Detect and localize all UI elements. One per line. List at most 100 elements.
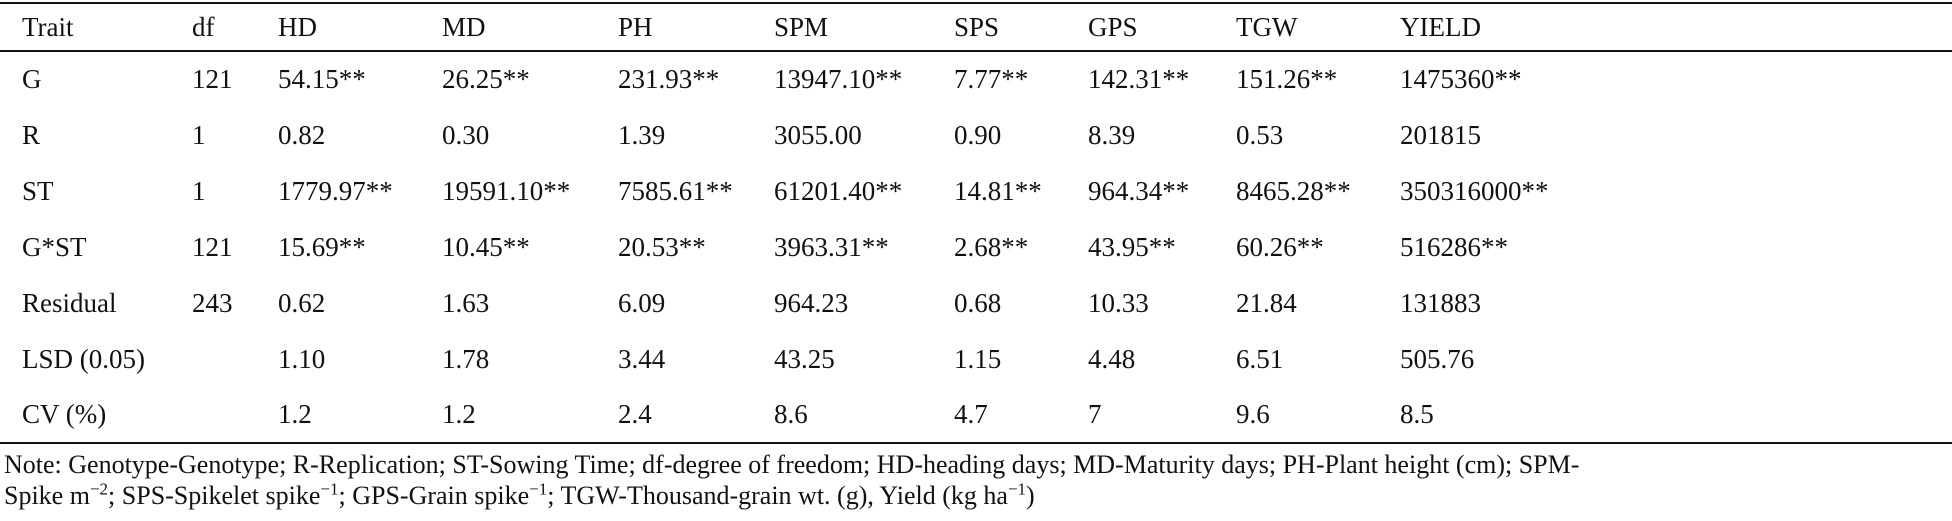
row-label: G	[22, 64, 42, 94]
table-cell: 43.25	[774, 343, 835, 374]
table-cell: 142.31**	[1088, 64, 1190, 94]
table-cell: 2.4	[618, 387, 774, 444]
table-cell: 6.09	[618, 287, 666, 318]
table-cell: 14.81**	[954, 175, 1042, 206]
table-cell	[192, 331, 278, 387]
table-note: Note: Genotype-Genotype; R-Replication; …	[4, 449, 1948, 511]
table-cell: 10.45**	[442, 231, 530, 262]
table-cell: 243	[192, 287, 233, 318]
note-sup-4: −1	[1007, 479, 1027, 499]
table-cell: 0.82	[278, 119, 326, 150]
table-cell: 1.63	[442, 287, 490, 318]
table-cell: 8.6	[774, 387, 954, 444]
table-cell: 3055.00	[774, 119, 862, 150]
table-cell: 1	[192, 119, 206, 150]
table-cell: 1.2	[442, 387, 618, 444]
note-sup-1: −2	[89, 479, 109, 499]
table-cell: 964.34**	[1088, 175, 1190, 206]
table-row: R 1 0.82 0.30 1.39 3055.00 0.90 8.39 0.53 201815	[0, 107, 1952, 163]
table-cell: 964.23	[774, 287, 849, 318]
table-cell: 0.68	[954, 287, 1002, 318]
table-cell: 8.5	[1400, 387, 1952, 444]
table-cell: 505.76	[1400, 343, 1475, 374]
table-cell: 3.44	[618, 343, 666, 374]
table-cell: 10.33	[1088, 287, 1149, 318]
note-text-1: Note: Genotype-Genotype; R-Replication; …	[4, 450, 1580, 479]
table-body: G 121 54.15** 26.25** 231.93** 13947.10** 7.77…	[0, 51, 1952, 444]
row-label: ST	[22, 175, 54, 206]
note-text-3: ; SPS-Spikelet spike	[108, 481, 321, 510]
table-cell: 43.95**	[1088, 231, 1176, 262]
table-cell: 6.51	[1236, 343, 1284, 374]
table-cell: 0.53	[1236, 119, 1284, 150]
table-cell: 61201.40**	[774, 175, 903, 206]
table-cell: 19591.10**	[442, 175, 571, 206]
table-cell: 516286**	[1400, 231, 1508, 262]
table-cell: 20.53**	[618, 231, 706, 262]
table-cell: 54.15**	[278, 64, 366, 94]
table-row: LSD (0.05) 1.10 1.78 3.44 43.25 1.15 4.48 6.51 5…	[0, 331, 1952, 387]
column-header: Trait	[0, 2, 192, 52]
table-cell: 15.69**	[278, 231, 366, 262]
table-cell: 26.25**	[442, 64, 530, 94]
table-cell: 13947.10**	[774, 64, 903, 94]
column-header: GPS	[1088, 2, 1236, 52]
column-header: SPM	[774, 2, 954, 52]
table-row: G 121 54.15** 26.25** 231.93** 13947.10** 7.77…	[0, 51, 1952, 107]
table-cell: 8.39	[1088, 119, 1136, 150]
table-cell	[192, 387, 278, 444]
table-cell: 350316000**	[1400, 175, 1549, 206]
table-cell: 9.6	[1236, 387, 1400, 444]
table-cell: 7585.61**	[618, 175, 733, 206]
table-cell: 151.26**	[1236, 64, 1338, 94]
anova-table: Trait df HD MD PH SPM SPS GPS TGW YIELD G 121 54.15…	[0, 2, 1952, 444]
table-cell: 2.68**	[954, 231, 1029, 262]
table-cell: 1.15	[954, 343, 1002, 374]
table-cell: 231.93**	[618, 64, 720, 94]
table-cell: 0.90	[954, 119, 1002, 150]
column-header: YIELD	[1400, 2, 1952, 52]
table-cell: 1	[192, 175, 206, 206]
table-cell: 7	[1088, 387, 1236, 444]
table-cell: 1779.97**	[278, 175, 393, 206]
table-cell: 8465.28**	[1236, 175, 1351, 206]
table-cell: 201815	[1400, 119, 1481, 150]
table-cell: 0.30	[442, 119, 490, 150]
note-text-6: )	[1026, 481, 1035, 510]
table-cell: 4.48	[1088, 343, 1136, 374]
table-cell: 131883	[1400, 287, 1481, 318]
row-label: CV (%)	[0, 387, 192, 444]
column-header: df	[192, 2, 278, 52]
table-cell: 1.78	[442, 343, 490, 374]
row-label: Residual	[22, 287, 117, 318]
table-cell: 0.62	[278, 287, 326, 318]
table-cell: 1.39	[618, 119, 666, 150]
note-text-4: ; GPS-Grain spike	[338, 481, 530, 510]
note-sup-2: −1	[320, 479, 339, 499]
table-row: ST 1 1779.97** 19591.10** 7585.61** 61201.40*…	[0, 163, 1952, 219]
column-header: MD	[442, 2, 618, 52]
note-text-2: Spike m	[4, 481, 90, 510]
table-cell: 3963.31**	[774, 231, 889, 262]
table-row: Residual 243 0.62 1.63 6.09 964.23 0.68 10.33 21…	[0, 275, 1952, 331]
table-row: G*ST 121 15.69** 10.45** 20.53** 3963.31** 2.6…	[0, 219, 1952, 275]
column-header: PH	[618, 2, 774, 52]
table-cell: 121	[192, 64, 233, 94]
header-row: Trait df HD MD PH SPM SPS GPS TGW YIELD	[0, 2, 1952, 52]
note-text-5: ; TGW-Thousand-grain wt. (g), Yield (kg …	[547, 481, 1008, 510]
table-cell: 1475360**	[1400, 64, 1522, 94]
column-header: HD	[278, 2, 442, 52]
note-sup-3: −1	[529, 479, 548, 499]
table-cell: 1.2	[278, 387, 442, 444]
table-cell: 60.26**	[1236, 231, 1324, 262]
row-label: R	[22, 119, 41, 150]
table-cell: 1.10	[278, 343, 326, 374]
table-cell: 4.7	[954, 387, 1088, 444]
column-header: TGW	[1236, 2, 1400, 52]
table-cell: 21.84	[1236, 287, 1297, 318]
table-cell: 121	[192, 231, 233, 262]
row-label: G*ST	[22, 231, 87, 262]
row-label: LSD (0.05)	[22, 343, 145, 374]
table-row: CV (%) 1.2 1.2 2.4 8.6 4.7 7 9.6 8.5	[0, 387, 1952, 444]
